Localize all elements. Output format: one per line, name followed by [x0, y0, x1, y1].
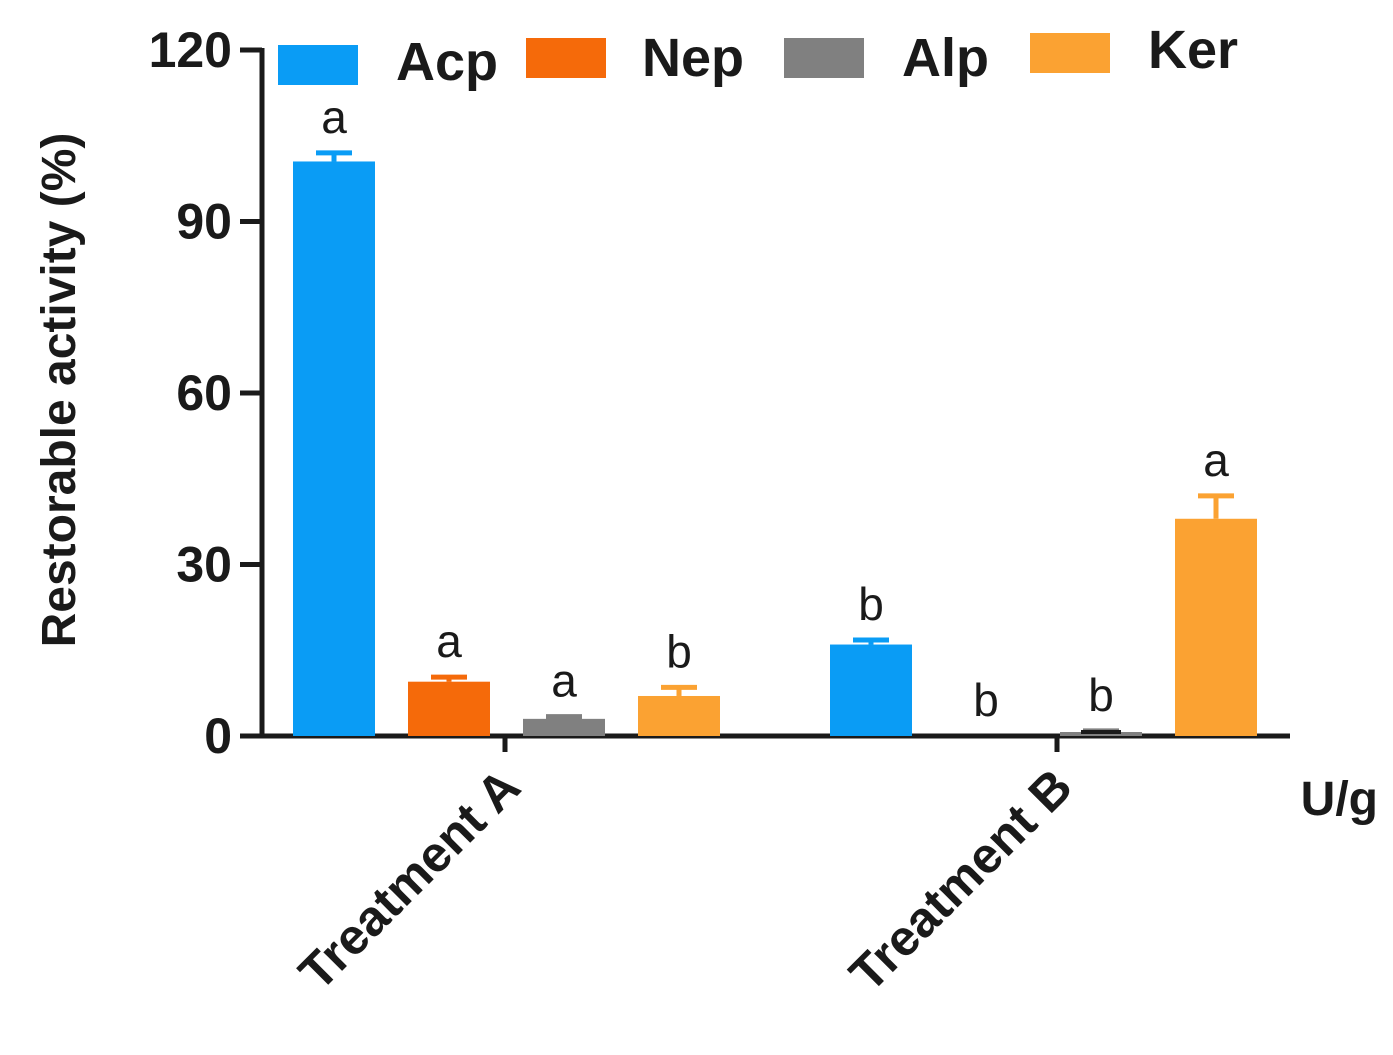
bar-ker [638, 695, 720, 736]
significance-label: a [551, 655, 577, 707]
category-labels: Treatment A Treatment B [288, 736, 1083, 1002]
significance-label: b [666, 625, 692, 677]
x-axis-unit-label: U/g [1301, 773, 1378, 826]
bar-acp [830, 644, 912, 736]
y-tick-label: 120 [149, 22, 232, 78]
legend-swatch-ker [1030, 33, 1110, 73]
y-tick-label: 30 [176, 537, 232, 593]
y-tick-label: 60 [176, 365, 232, 421]
chart-axes [259, 48, 1290, 739]
bars: a a a b b b b a [293, 91, 1257, 737]
category-label: Treatment A [288, 758, 531, 1001]
legend-swatch-nep [526, 38, 606, 78]
bar-ker [1175, 518, 1257, 736]
bar-acp [293, 161, 375, 737]
bar-alp [1060, 731, 1142, 736]
significance-label: b [973, 674, 999, 726]
significance-label: b [1088, 669, 1114, 721]
legend-label-ker: Ker [1148, 20, 1238, 80]
bar-alp [523, 718, 605, 736]
legend-label-acp: Acp [396, 32, 498, 92]
legend: Acp Nep Alp Ker [278, 20, 1238, 92]
category-label: Treatment B [839, 758, 1083, 1002]
significance-label: a [1203, 434, 1229, 486]
y-ticks: 0 30 60 90 120 [149, 22, 262, 764]
y-axis-title: Restorable activity (%) [33, 133, 86, 648]
legend-swatch-alp [784, 38, 864, 78]
significance-label: b [858, 578, 884, 630]
significance-label: a [436, 615, 462, 667]
legend-label-nep: Nep [642, 28, 744, 88]
y-tick-label: 0 [204, 708, 232, 764]
y-tick-label: 90 [176, 194, 232, 250]
legend-label-alp: Alp [902, 28, 989, 88]
bar-nep [408, 681, 490, 736]
legend-swatch-acp [278, 45, 358, 85]
significance-label: a [321, 91, 347, 143]
